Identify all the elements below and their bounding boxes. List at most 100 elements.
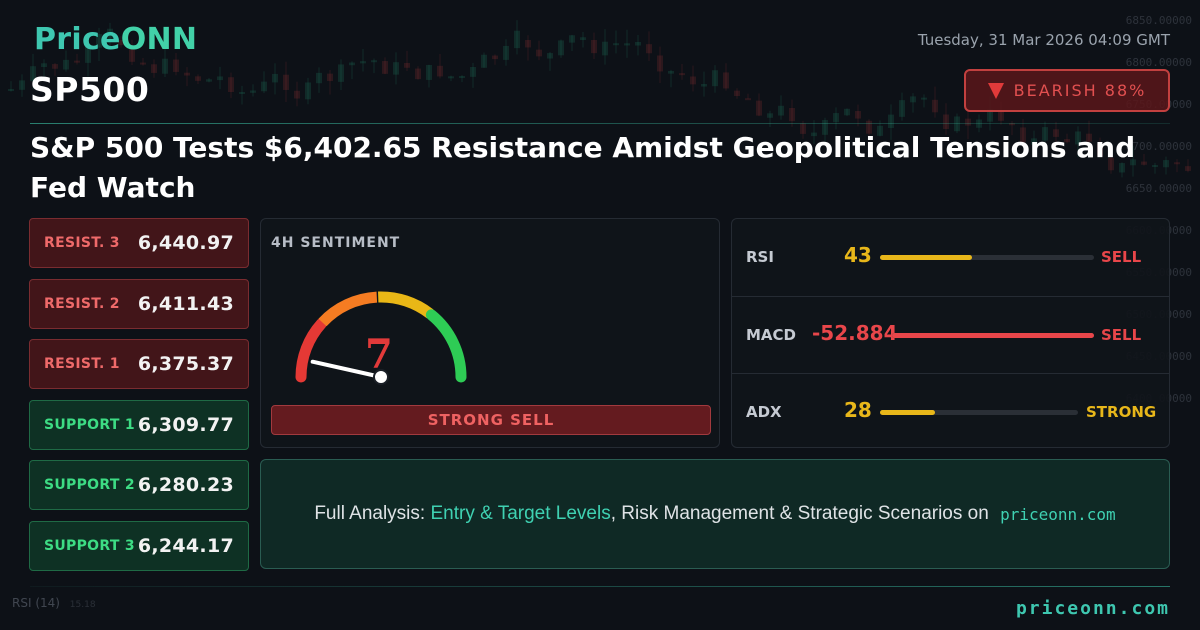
background-rsi-name: RSI [12, 596, 32, 610]
level-label: RESIST. 1 [44, 356, 120, 372]
indicator-bar-track [880, 255, 1094, 260]
background-candle-body [734, 90, 740, 96]
priceonn-logo[interactable]: PriceONN [34, 22, 197, 57]
background-candle-body [712, 70, 718, 87]
gauge-segment-3 [378, 291, 434, 319]
logo-text-price: Price [34, 22, 121, 57]
indicator-adx: ADX 28 STRONG [732, 373, 1169, 449]
indicator-bar-track [892, 333, 1094, 338]
background-candle-body [866, 120, 872, 134]
indicator-value: 28 [844, 398, 872, 422]
background-candle-body [404, 62, 410, 68]
indicator-name: RSI [746, 248, 774, 266]
level-value: 6,309.77 [137, 413, 234, 436]
background-candle-body [877, 125, 883, 136]
resistance-level-1: RESIST. 1 6,375.37 [29, 339, 249, 389]
support-level-3: SUPPORT 3 6,244.17 [29, 520, 249, 571]
background-candle-body [382, 61, 388, 74]
indicator-name: MACD [746, 326, 796, 344]
background-candle-body [118, 40, 124, 46]
background-candle-body [1086, 133, 1092, 142]
background-candle-body [591, 40, 597, 54]
background-candle-body [162, 58, 168, 74]
indicator-bar-fill [880, 410, 936, 415]
background-candle-body [96, 34, 102, 48]
level-value: 6,280.23 [137, 474, 234, 496]
indicator-signal: SELL [1101, 248, 1142, 266]
indicator-macd: MACD -52.884 SELL [732, 296, 1169, 372]
background-candle-body [195, 76, 201, 81]
background-candle-body [239, 91, 245, 94]
background-candle-body [63, 59, 69, 70]
background-candle-body [547, 53, 553, 59]
background-candle-body [1064, 139, 1070, 143]
background-price-label: 6700.00000 [1125, 140, 1192, 153]
cta-site-link[interactable]: priceonn.com [1000, 504, 1116, 524]
background-candle-body [1053, 129, 1059, 137]
background-candle-body [1031, 138, 1037, 145]
gauge-hub [373, 369, 389, 385]
background-candle-body [1108, 157, 1114, 171]
background-candle-body [855, 111, 861, 119]
background-candle-body [261, 81, 267, 92]
background-candle-body [294, 90, 300, 99]
background-candle-body [283, 74, 289, 90]
symbol-title: SP500 [30, 70, 150, 109]
background-candle-body [74, 60, 80, 63]
background-candle-body [140, 62, 146, 65]
background-candle-body [184, 72, 190, 76]
indicator-signal: SELL [1101, 326, 1142, 344]
background-candle-body [1174, 162, 1180, 165]
resistance-level-3: RESIST. 3 6,440.97 [29, 218, 249, 268]
background-candle-body [371, 60, 377, 63]
background-candle-body [448, 76, 454, 79]
sentiment-score: 7 [365, 331, 393, 378]
background-price-label: 6850.00000 [1125, 14, 1192, 27]
footer-site-link[interactable]: priceonn.com [1015, 598, 1170, 619]
full-analysis-banner[interactable]: Full Analysis: Entry & Target Levels , R… [260, 459, 1170, 569]
background-candle-body [470, 66, 476, 77]
background-candle-body [85, 46, 91, 63]
background-candle-body [657, 55, 663, 72]
resistance-level-2: RESIST. 2 6,411.43 [29, 278, 249, 329]
background-candle-body [41, 63, 47, 68]
background-candle-body [789, 107, 795, 122]
triangle-down-icon [987, 82, 1004, 99]
background-candle-body [481, 54, 487, 68]
cta-prefix: Full Analysis: [314, 503, 431, 524]
price-levels-list: RESIST. 3 6,440.97 RESIST. 2 6,411.43 RESIST… [29, 218, 249, 581]
background-candle-body [492, 55, 498, 60]
background-candle-body [360, 61, 366, 64]
support-level-2: SUPPORT 2 6,280.23 [29, 460, 249, 510]
level-value: 6,244.17 [137, 534, 234, 557]
background-candle-body [525, 40, 531, 48]
background-candle-body [327, 73, 333, 82]
background-rsi-label: RSI (14) 15.18 [12, 596, 96, 610]
level-value: 6,440.97 [137, 232, 234, 254]
bias-badge: BEARISH 88% [964, 69, 1170, 112]
background-candle-body [822, 120, 828, 135]
background-candle-body [701, 83, 707, 87]
background-candle-body [602, 41, 608, 56]
background-candle-body [943, 114, 949, 129]
background-candle-body [679, 73, 685, 76]
background-candle-body [613, 43, 619, 46]
background-candle-body [1020, 127, 1026, 143]
headline: S&P 500 Tests $6,402.65 Resistance Amids… [30, 131, 1136, 204]
indicators-panel: RSI 43 SELL MACD -52.884 SELL ADX 28 STRONG [731, 218, 1170, 448]
background-candle-body [558, 40, 564, 56]
indicator-bar-track [880, 410, 1078, 415]
timestamp: Tuesday, 31 Mar 2026 04:09 GMT [917, 31, 1170, 49]
gauge-needle [310, 359, 383, 379]
header-divider [30, 123, 1170, 124]
indicator-value: -52.884 [812, 321, 898, 345]
background-price-label: 6800.00000 [1125, 56, 1192, 69]
background-candle-body [899, 100, 905, 117]
background-candle-body [415, 68, 421, 80]
background-candle-body [338, 64, 344, 82]
background-price-label: 6650.00000 [1125, 182, 1192, 195]
level-label: SUPPORT 2 [44, 477, 135, 493]
level-value: 6,375.37 [137, 353, 234, 375]
indicator-bar-fill [880, 255, 973, 260]
